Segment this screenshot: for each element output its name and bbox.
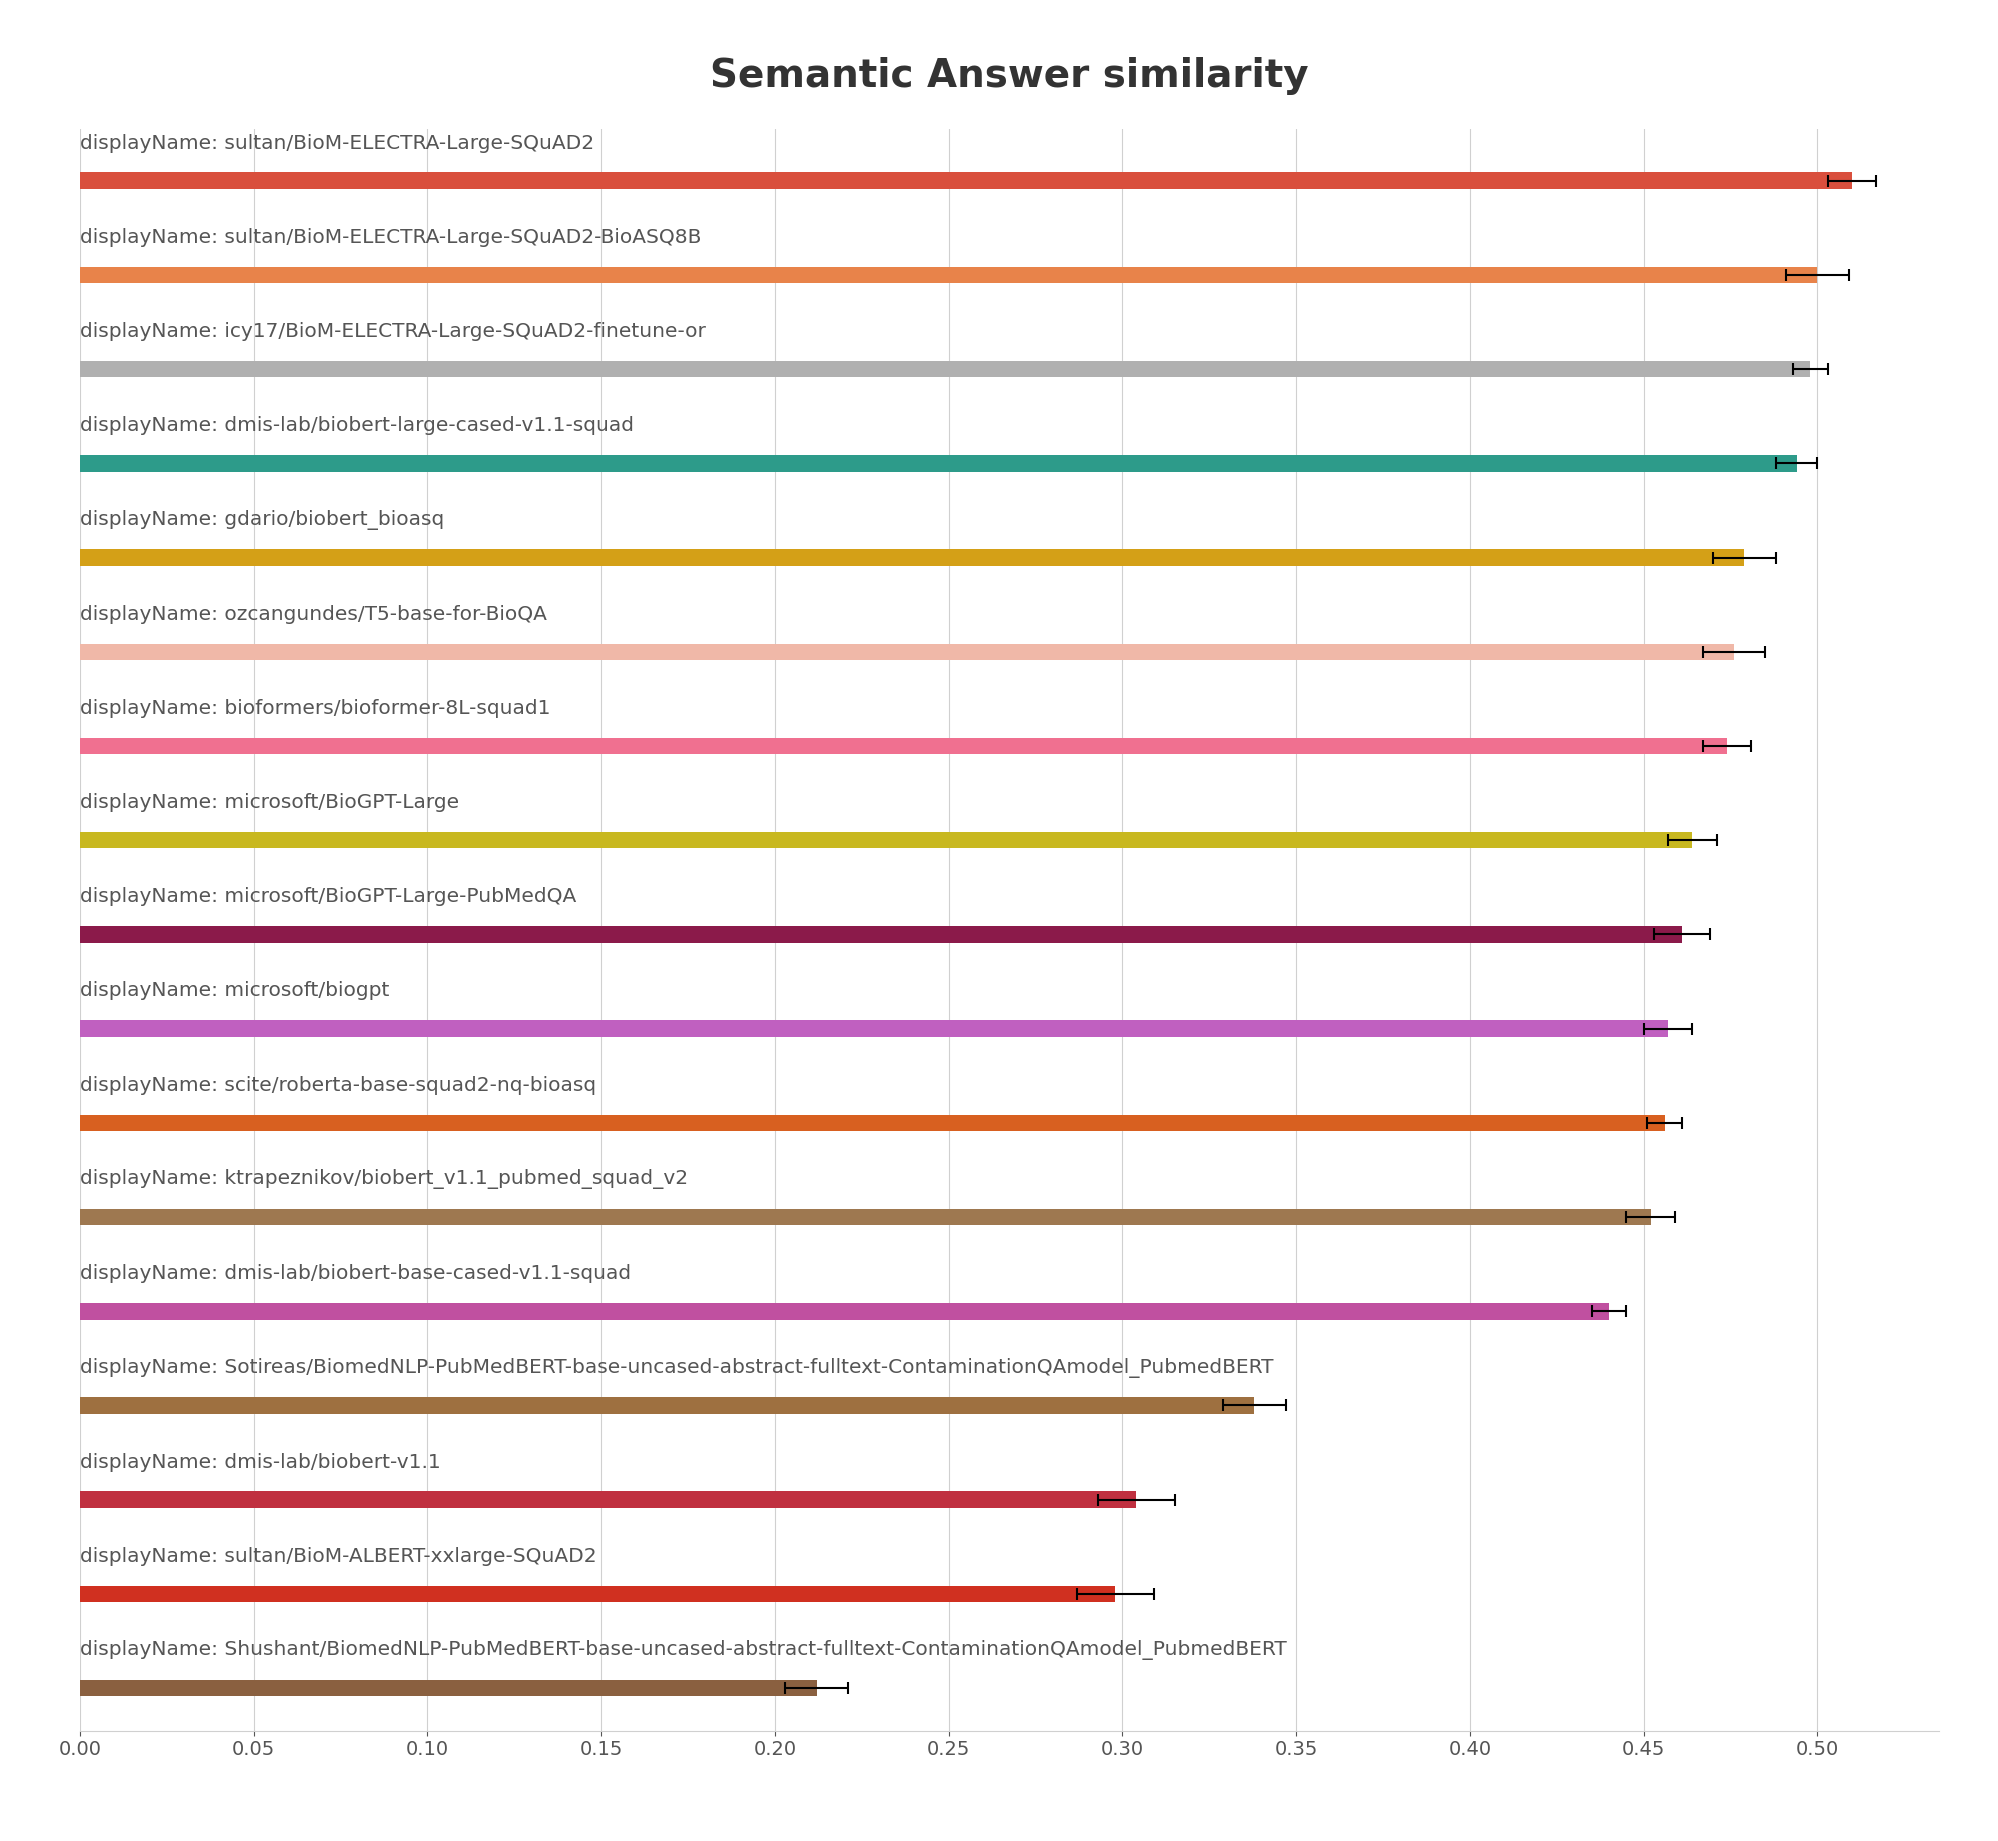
Bar bbox=[80, 1303, 1608, 1320]
Bar bbox=[80, 549, 1744, 565]
Text: displayName: scite/roberta-base-squad2-nq-bioasq: displayName: scite/roberta-base-squad2-n… bbox=[80, 1075, 595, 1095]
Text: displayName: ozcangundes/T5-base-for-BioQA: displayName: ozcangundes/T5-base-for-Bio… bbox=[80, 604, 547, 624]
Bar bbox=[80, 267, 1816, 284]
Bar bbox=[80, 832, 1692, 849]
Bar bbox=[80, 926, 1680, 943]
Bar bbox=[80, 1114, 1664, 1130]
Bar bbox=[80, 455, 1796, 471]
Text: displayName: microsoft/BioGPT-Large-PubMedQA: displayName: microsoft/BioGPT-Large-PubM… bbox=[80, 887, 575, 906]
Text: displayName: sultan/BioM-ELECTRA-Large-SQuAD2: displayName: sultan/BioM-ELECTRA-Large-S… bbox=[80, 134, 593, 153]
Bar bbox=[80, 361, 1810, 377]
Text: displayName: dmis-lab/biobert-large-cased-v1.1-squad: displayName: dmis-lab/biobert-large-case… bbox=[80, 416, 633, 434]
Bar bbox=[80, 738, 1726, 755]
Bar bbox=[80, 173, 1852, 190]
Text: displayName: sultan/BioM-ALBERT-xxlarge-SQuAD2: displayName: sultan/BioM-ALBERT-xxlarge-… bbox=[80, 1546, 595, 1565]
Bar bbox=[80, 1210, 1650, 1226]
Bar bbox=[80, 1679, 817, 1696]
Text: displayName: microsoft/biogpt: displayName: microsoft/biogpt bbox=[80, 981, 390, 1000]
Text: displayName: dmis-lab/biobert-base-cased-v1.1-squad: displayName: dmis-lab/biobert-base-cased… bbox=[80, 1265, 631, 1283]
Title: Semantic Answer similarity: Semantic Answer similarity bbox=[709, 57, 1309, 96]
Text: displayName: sultan/BioM-ELECTRA-Large-SQuAD2-BioASQ8B: displayName: sultan/BioM-ELECTRA-Large-S… bbox=[80, 228, 701, 247]
Text: displayName: dmis-lab/biobert-v1.1: displayName: dmis-lab/biobert-v1.1 bbox=[80, 1453, 440, 1471]
Bar bbox=[80, 1397, 1255, 1414]
Bar bbox=[80, 1585, 1115, 1602]
Text: displayName: bioformers/bioformer-8L-squad1: displayName: bioformers/bioformer-8L-squ… bbox=[80, 700, 549, 718]
Text: displayName: Sotireas/BiomedNLP-PubMedBERT-base-uncased-abstract-fulltext-Contam: displayName: Sotireas/BiomedNLP-PubMedBE… bbox=[80, 1359, 1273, 1377]
Text: displayName: microsoft/BioGPT-Large: displayName: microsoft/BioGPT-Large bbox=[80, 793, 460, 812]
Bar bbox=[80, 1491, 1135, 1508]
Bar bbox=[80, 1020, 1666, 1036]
Text: displayName: gdario/biobert_bioasq: displayName: gdario/biobert_bioasq bbox=[80, 510, 444, 530]
Text: displayName: ktrapeznikov/biobert_v1.1_pubmed_squad_v2: displayName: ktrapeznikov/biobert_v1.1_p… bbox=[80, 1169, 687, 1189]
Text: displayName: Shushant/BiomedNLP-PubMedBERT-base-uncased-abstract-fulltext-Contam: displayName: Shushant/BiomedNLP-PubMedBE… bbox=[80, 1640, 1287, 1661]
Bar bbox=[80, 644, 1732, 661]
Text: displayName: icy17/BioM-ELECTRA-Large-SQuAD2-finetune-or: displayName: icy17/BioM-ELECTRA-Large-SQ… bbox=[80, 322, 705, 341]
